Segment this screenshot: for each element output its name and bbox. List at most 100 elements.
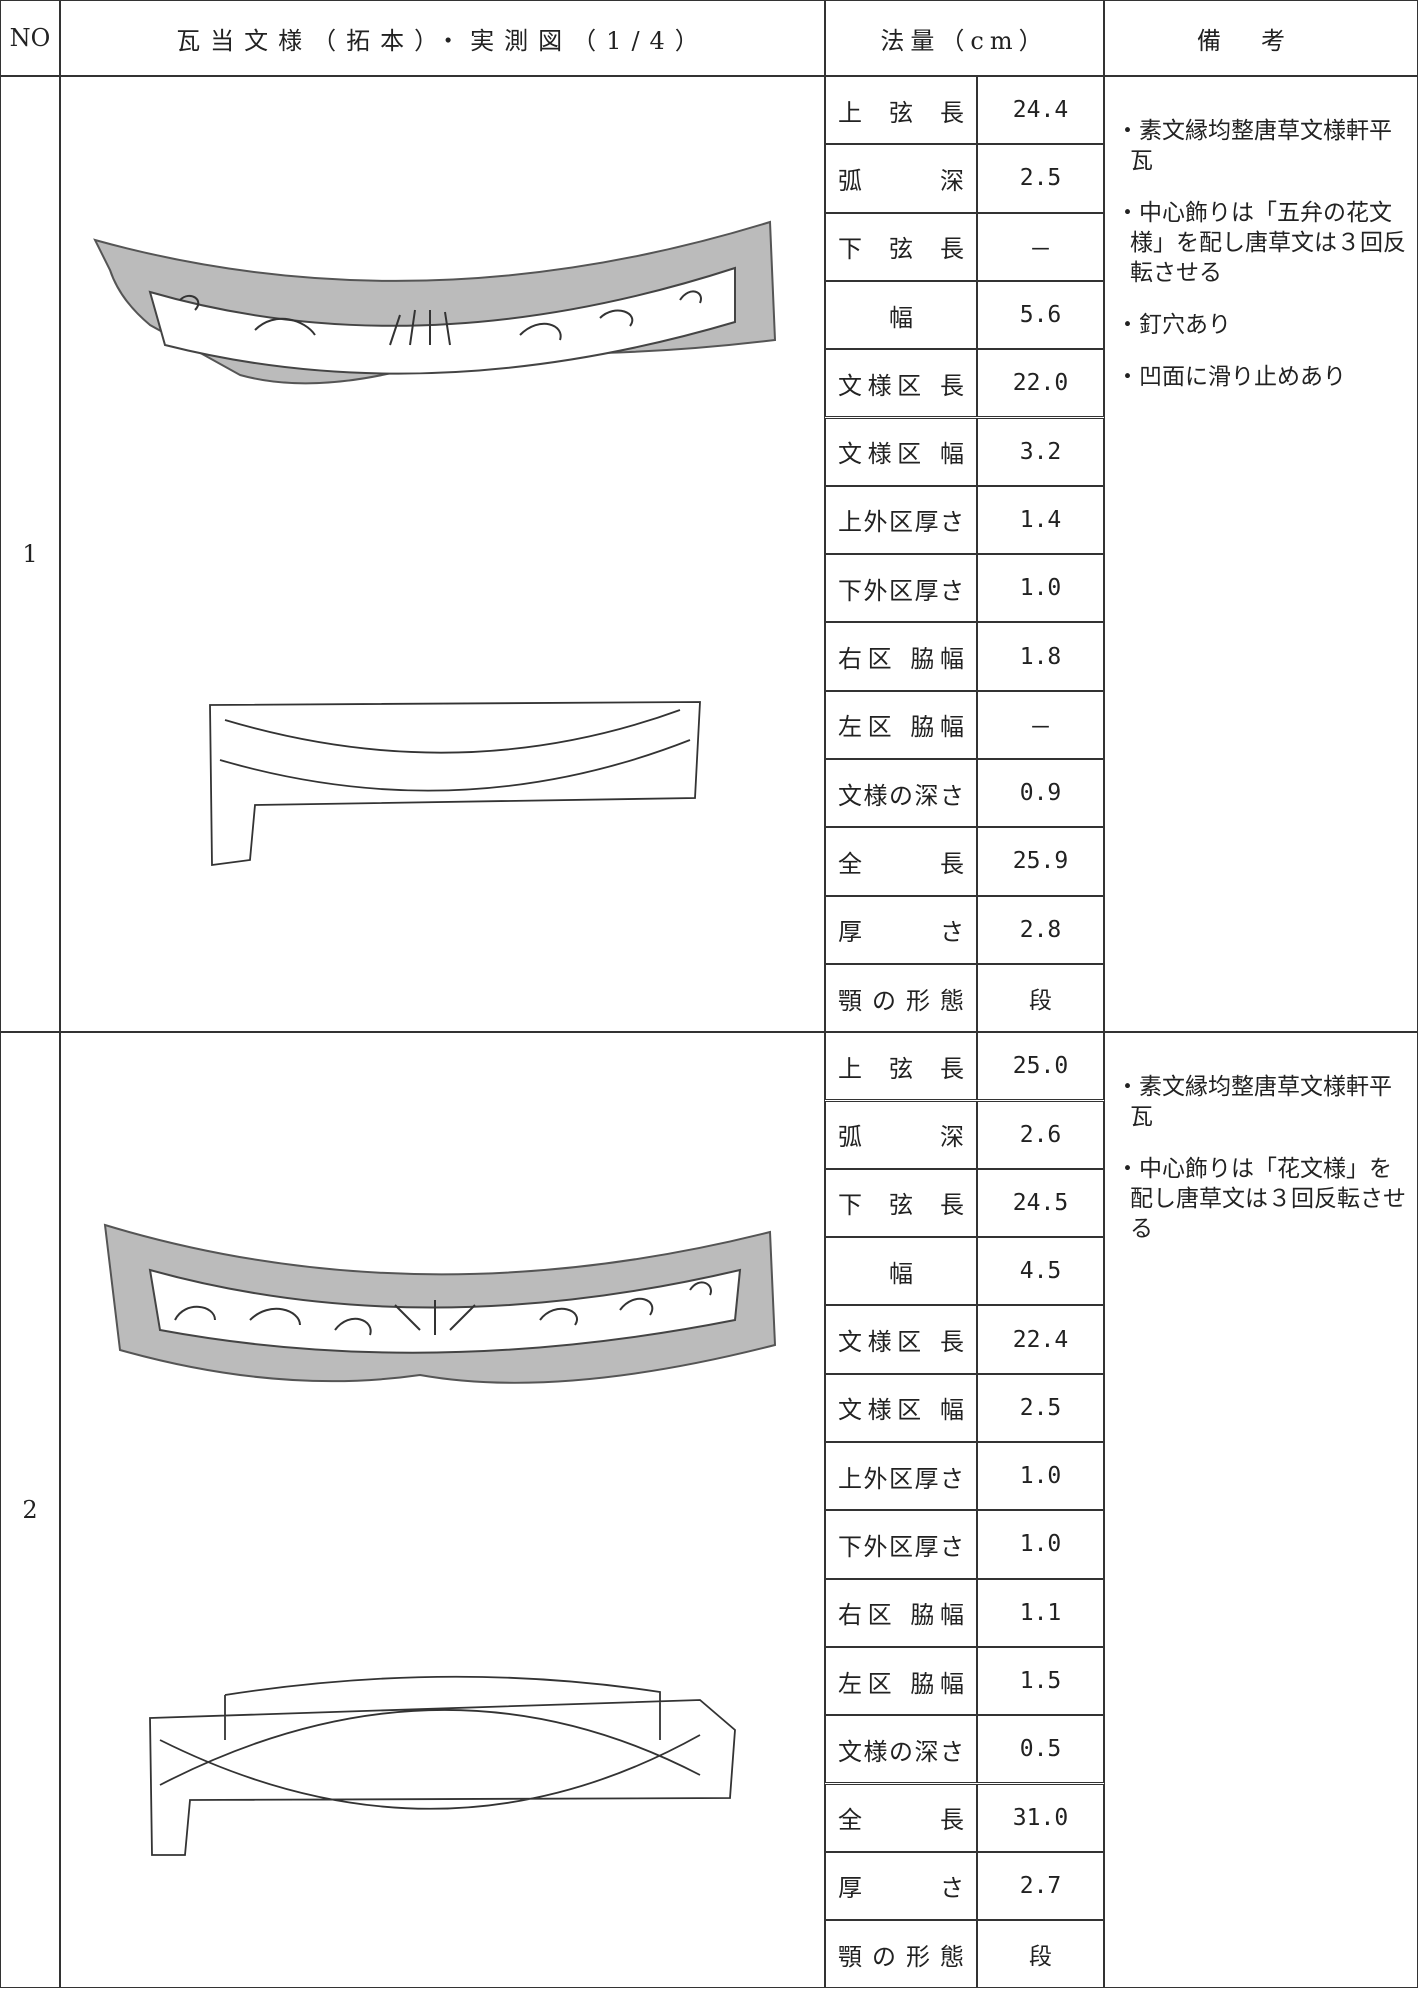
measure-label: 下外区厚さ <box>825 554 977 623</box>
measure-label: 右区 脇幅 <box>825 622 977 691</box>
measure-value: 31.0 <box>977 1783 1104 1852</box>
measure-label-text: 上外区厚さ <box>838 508 964 537</box>
measure-value-text: 2.7 <box>1019 1872 1062 1899</box>
measure-label: 右区 脇幅 <box>825 1578 977 1647</box>
measure-value-text: 1.5 <box>1019 1668 1062 1695</box>
measure-label: 顎の形態 <box>825 963 977 1033</box>
measure-label: 顎の形態 <box>825 1920 977 1989</box>
section-drawing <box>209 701 701 867</box>
measure-label-text: 幅 <box>889 1259 913 1288</box>
measure-value: 5.6 <box>977 280 1104 350</box>
measure-value: 1.0 <box>977 554 1104 623</box>
pattern <box>174 1281 712 1336</box>
measure-value-text: 31.0 <box>1012 1804 1069 1831</box>
measure-value-text: 5.6 <box>1019 302 1062 329</box>
item-no-text: 2 <box>22 1496 38 1525</box>
measure-label-text: 顎の形態 <box>838 986 964 1015</box>
note: ・素文縁均整唐草文様軒平瓦 <box>1116 1072 1406 1132</box>
measure-value: － <box>977 212 1104 281</box>
note: ・凹面に滑り止めあり <box>1116 362 1406 392</box>
measure-label: 下 弦 長 <box>825 1168 977 1238</box>
measure-value-text: 25.0 <box>1012 1053 1069 1080</box>
measure-label-text: 全 長 <box>838 849 964 878</box>
measure-value: 段 <box>977 963 1104 1033</box>
measure-value-text: 1.0 <box>1019 1463 1062 1490</box>
measure-value-text: 24.5 <box>1012 1189 1069 1216</box>
measure-label: 上外区厚さ <box>825 485 977 555</box>
measure-value: 2.5 <box>977 144 1104 213</box>
measure-value: 2.6 <box>977 1100 1104 1169</box>
measure-label-text: 下外区厚さ <box>838 1532 964 1561</box>
measure-value-text: － <box>1029 236 1052 263</box>
measure-value: 0.9 <box>977 759 1104 828</box>
section-drawing <box>149 1675 736 1856</box>
measure-value-text: 2.5 <box>1019 1394 1062 1421</box>
measure-label: 上外区厚さ <box>825 1442 977 1511</box>
measure-label-text: 厚 さ <box>838 918 964 947</box>
measure-label-text: 文様の深さ <box>838 781 964 810</box>
measure-value-text: 25.9 <box>1012 848 1069 875</box>
measure-value: 25.9 <box>977 827 1104 896</box>
measure-label: 弧 深 <box>825 1100 977 1169</box>
measure-value: 2.8 <box>977 895 1104 964</box>
measure-value-text: 1.0 <box>1019 1531 1062 1558</box>
measure-label: 文様区 幅 <box>825 417 977 486</box>
figure-cell <box>60 1032 825 1989</box>
note: ・釘穴あり <box>1116 310 1406 340</box>
note: ・中心飾りは「花文様」を配し唐草文は３回反転させる <box>1116 1154 1406 1244</box>
measure-value: 24.5 <box>977 1168 1104 1238</box>
header-no-text: NO <box>9 24 51 52</box>
measure-value-text: 24.4 <box>1012 97 1069 124</box>
measure-value: 1.4 <box>977 485 1104 555</box>
measure-label-text: 厚 さ <box>838 1874 964 1903</box>
measure-label: 全 長 <box>825 1783 977 1852</box>
measure-label: 厚 さ <box>825 1851 977 1921</box>
measure-value: 1.0 <box>977 1510 1104 1579</box>
measure-value-text: 0.5 <box>1019 1736 1062 1763</box>
measure-label-text: 下 弦 長 <box>838 235 964 264</box>
measure-label-text: 右区 脇幅 <box>838 645 964 674</box>
measure-value: 2.7 <box>977 1851 1104 1921</box>
measure-label-text: 顎の形態 <box>838 1942 964 1971</box>
note-text: ・中心飾りは「花文様」を配し唐草文は３回反転させる <box>1116 1156 1406 1243</box>
measure-label: 左区 脇幅 <box>825 690 977 759</box>
measure-label: 文様区 長 <box>825 1305 977 1374</box>
measure-value: 1.5 <box>977 1646 1104 1716</box>
item-no-text: 1 <box>22 540 38 569</box>
measure-label-text: 文様区 長 <box>838 371 964 400</box>
measure-value-text: 2.6 <box>1019 1121 1062 1148</box>
measure-value-text: 22.4 <box>1012 1326 1069 1353</box>
measure-value: 1.1 <box>977 1578 1104 1647</box>
header-measure-text: 法量（cm） <box>880 26 1049 55</box>
measure-value-text: 1.4 <box>1019 506 1062 533</box>
note-text: ・素文縁均整唐草文様軒平瓦 <box>1116 1074 1392 1131</box>
measure-value-text: 1.8 <box>1019 643 1062 670</box>
measure-label: 文様の深さ <box>825 759 977 828</box>
measure-value-text: － <box>1029 714 1052 741</box>
header-notes-text: 備考 <box>1197 26 1325 55</box>
note-text: ・中心飾りは「五弁の花文様」を配し唐草文は３回反転させる <box>1116 200 1406 286</box>
measure-label-text: 文様区 幅 <box>838 440 964 469</box>
measure-label-text: 全 長 <box>838 1806 964 1835</box>
note-text: ・凹面に滑り止めあり <box>1116 364 1346 390</box>
measure-value: 24.4 <box>977 76 1104 145</box>
measure-value-text: 4.5 <box>1019 1258 1062 1285</box>
measure-label: 上 弦 長 <box>825 76 977 145</box>
notes-cell <box>1104 1032 1418 1989</box>
measure-label-text: 文様区 長 <box>838 1328 964 1357</box>
measure-label-text: 文様の深さ <box>838 1737 964 1766</box>
note: ・中心飾りは「五弁の花文様」を配し唐草文は３回反転させる <box>1116 198 1406 288</box>
measure-value: 1.8 <box>977 622 1104 691</box>
note: ・素文縁均整唐草文様軒平瓦 <box>1116 116 1406 176</box>
measure-label-text: 右区 脇幅 <box>838 1601 964 1630</box>
measure-label-text: 文様区 幅 <box>838 1396 964 1425</box>
measure-label-text: 幅 <box>889 303 913 332</box>
measure-value-text: 段 <box>1029 1944 1052 1971</box>
header-measure: 法量（cm） <box>825 0 1104 76</box>
measure-value: 段 <box>977 1920 1104 1989</box>
measure-label: 文様の深さ <box>825 1715 977 1784</box>
item-no: 1 <box>0 76 60 1033</box>
measure-value: 1.0 <box>977 1442 1104 1511</box>
measure-label-text: 上外区厚さ <box>838 1464 964 1493</box>
